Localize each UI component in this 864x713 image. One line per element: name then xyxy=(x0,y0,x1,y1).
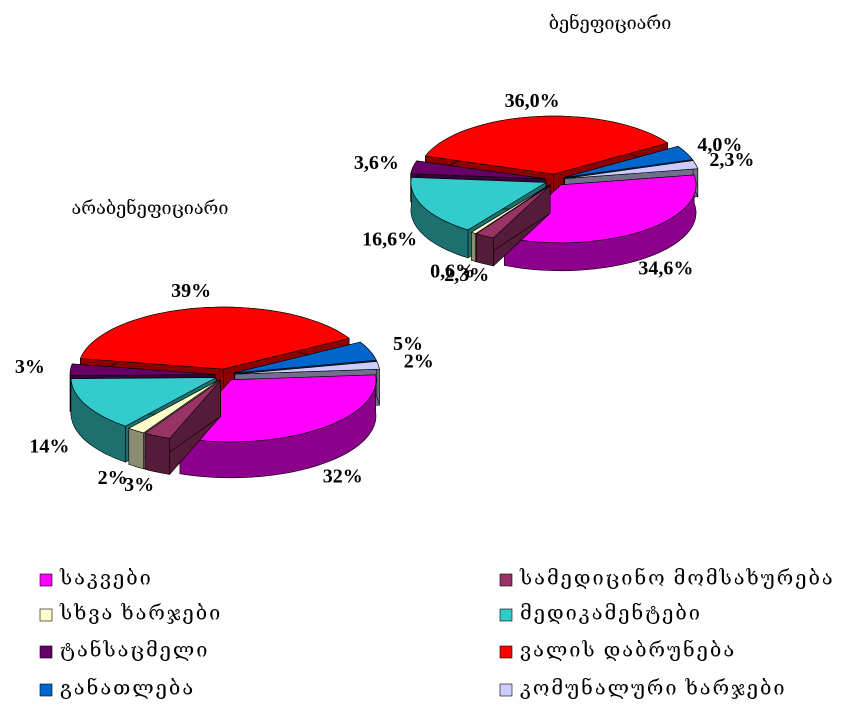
legend-swatch xyxy=(499,608,513,622)
legend-label: მედიკამენტები xyxy=(520,602,702,625)
legend-swatch xyxy=(39,683,53,697)
data-label: 0,6% xyxy=(430,260,475,282)
data-label: 14% xyxy=(29,436,69,458)
slice-wall xyxy=(476,233,494,267)
legend-label: კომუნალური ხარჯები xyxy=(520,677,787,700)
data-label: 34,6% xyxy=(638,258,693,280)
slice-top xyxy=(564,160,699,179)
slice-top xyxy=(424,115,669,175)
slice-top xyxy=(410,160,546,180)
data-label: 2,3% xyxy=(444,264,489,286)
data-label: 16,6% xyxy=(362,229,417,251)
slice-top xyxy=(69,363,216,376)
slice-wall xyxy=(144,432,170,475)
slice-wall xyxy=(471,231,476,262)
slice-top xyxy=(475,184,551,239)
slice-top xyxy=(234,361,380,375)
legend-swatch xyxy=(39,573,53,587)
data-label: 3% xyxy=(124,474,154,496)
slice-top xyxy=(179,374,377,443)
pie-slice xyxy=(475,184,551,267)
data-label: 36,0% xyxy=(505,90,560,112)
legend-swatch xyxy=(39,645,53,659)
slice-top xyxy=(70,377,217,427)
data-label: 32% xyxy=(323,465,363,487)
slice-wall xyxy=(128,427,144,470)
slice-top xyxy=(128,379,220,434)
data-label: 3,6% xyxy=(354,152,399,174)
legend-label: ვალის დაბრუნება xyxy=(520,639,736,662)
legend-swatch xyxy=(499,645,513,659)
legend-swatch xyxy=(499,683,513,697)
slice-top xyxy=(144,380,221,439)
legend-label: სამედიცინო მომსახურება xyxy=(519,567,835,590)
data-label: 2,3% xyxy=(709,149,754,171)
chart-title: ბენეფიციარი xyxy=(549,12,672,33)
data-label: 2% xyxy=(98,467,128,489)
legend-swatch xyxy=(499,573,513,587)
legend-label: ტანსაცმელი xyxy=(60,639,209,662)
slice-top xyxy=(503,174,697,244)
legend-label: სხვა ხარჯები xyxy=(59,603,222,625)
data-label: 5% xyxy=(393,333,423,355)
data-label: 4,0% xyxy=(697,134,742,156)
slice-top xyxy=(410,177,547,231)
legend-label: განათლება xyxy=(60,677,195,700)
data-label: 39% xyxy=(171,280,211,302)
pie-slice xyxy=(144,379,221,476)
legend-label: საკვები xyxy=(59,568,153,590)
legend-swatch xyxy=(39,608,53,622)
chart-title: არაბენეფიციარი xyxy=(72,197,229,218)
slice-top xyxy=(79,306,350,370)
slice-top xyxy=(234,341,377,374)
data-label: 2% xyxy=(404,351,434,373)
data-label: 3% xyxy=(15,356,45,378)
slice-top xyxy=(470,184,550,234)
slice-top xyxy=(563,145,693,178)
